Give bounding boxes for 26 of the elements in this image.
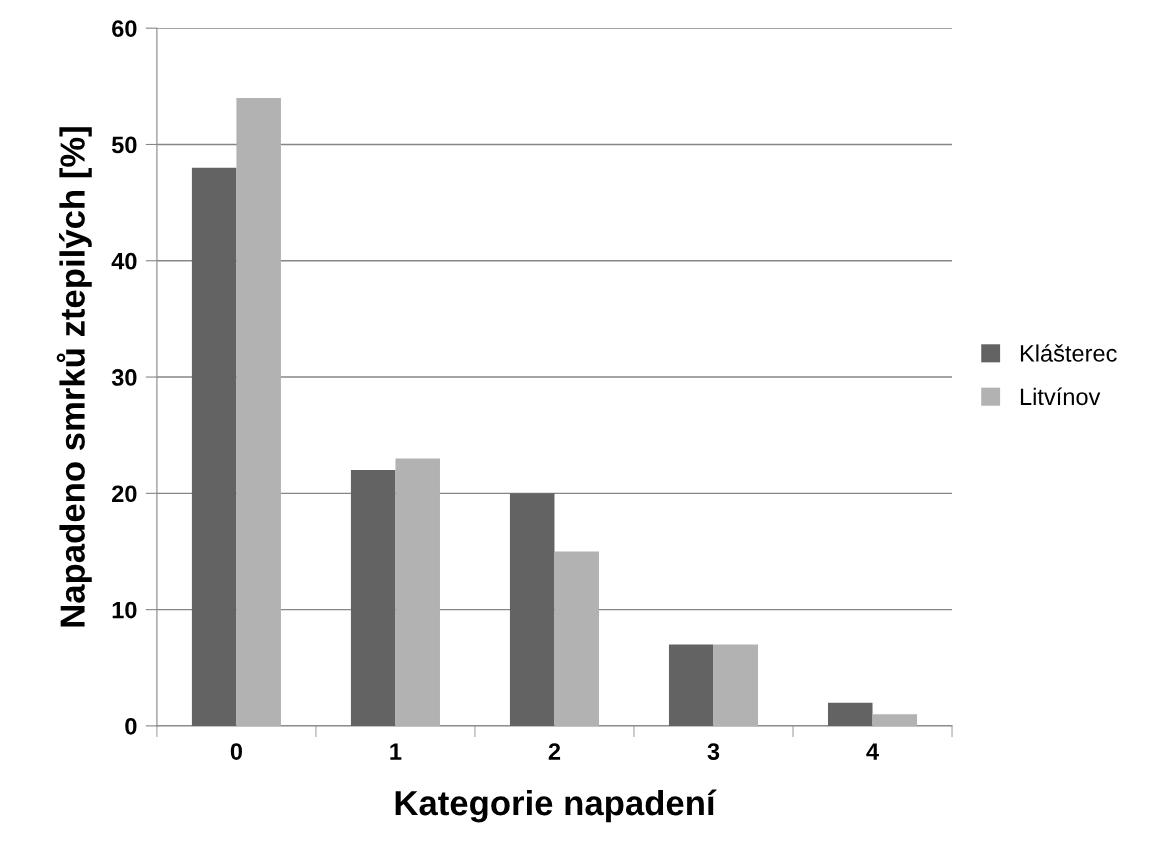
x-tick-label: 4 (866, 743, 879, 760)
x-tick-label: 2 (548, 743, 561, 760)
y-tick-label: 0 (125, 717, 137, 735)
bar (872, 714, 918, 726)
y-axis-title: Napadeno smrků ztepilých [%] (56, 127, 92, 627)
y-tick-label: 20 (112, 485, 137, 503)
legend-label: Litvínov (1020, 387, 1101, 406)
bar (713, 644, 759, 726)
bar (236, 97, 281, 726)
y-tick-label: 50 (111, 136, 137, 154)
x-tick-label: 3 (707, 743, 720, 760)
x-tick-label: 1 (390, 743, 402, 760)
bar (668, 644, 714, 726)
y-tick-label: 10 (112, 601, 137, 619)
bar (350, 470, 396, 726)
legend-label: Klášterec (1020, 344, 1117, 362)
bar (395, 458, 440, 726)
y-tick-label: 30 (111, 369, 137, 386)
bar (827, 702, 873, 726)
bar (191, 167, 237, 726)
y-tick-label: 40 (111, 252, 137, 270)
bar (509, 493, 555, 726)
x-axis-title: Kategorie napadení (395, 789, 717, 823)
y-tick-label: 60 (112, 20, 137, 37)
bar (554, 551, 599, 726)
x-tick-label: 0 (230, 743, 243, 760)
